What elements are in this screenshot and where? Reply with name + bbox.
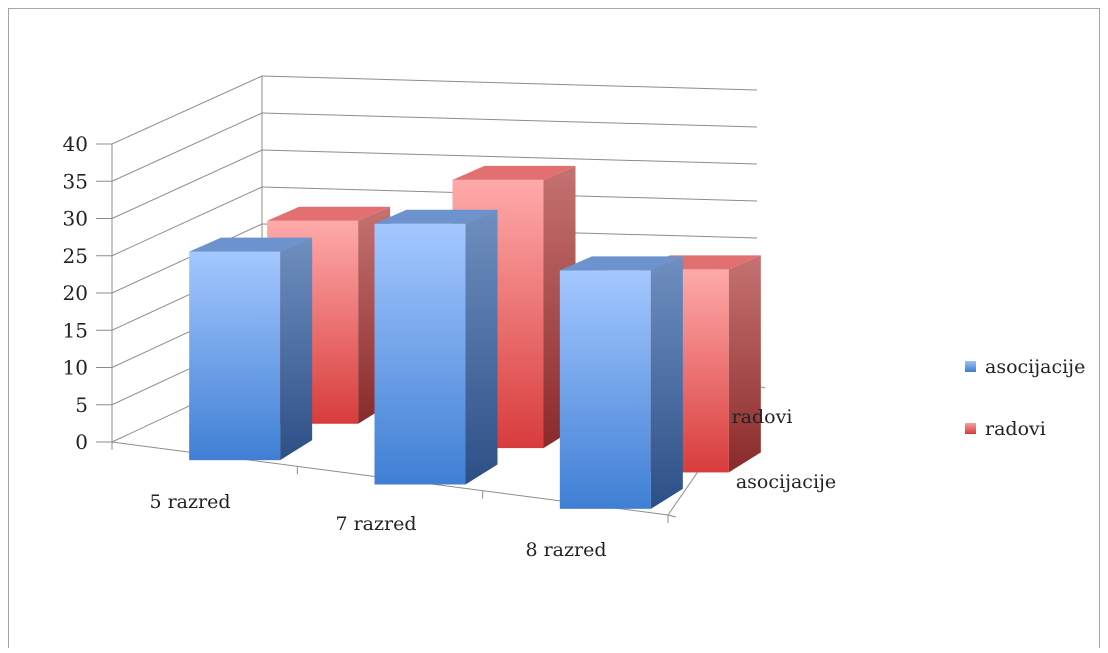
depth-axis-label: radovi bbox=[732, 406, 793, 428]
x-category-label: 8 razred bbox=[525, 539, 606, 561]
y-tick-label: 25 bbox=[63, 244, 88, 268]
gridline-left-wall bbox=[111, 149, 263, 219]
gridline-left-wall bbox=[111, 223, 263, 294]
bar-asocijacije-side bbox=[650, 256, 683, 509]
bar-asocijacije-side bbox=[280, 237, 313, 461]
legend: asocijacije radovi bbox=[965, 356, 1085, 440]
bars-layer bbox=[189, 165, 761, 509]
gridline-back-wall bbox=[261, 112, 758, 128]
y-tick-label: 20 bbox=[63, 281, 88, 305]
bar-asocijacije-front bbox=[374, 223, 466, 485]
gridline-back-wall bbox=[261, 149, 758, 165]
bar-asocijacije-front bbox=[189, 251, 281, 461]
y-tick-label: 5 bbox=[75, 393, 88, 417]
legend-label-radovi: radovi bbox=[985, 418, 1046, 440]
bar-asocijacije-top bbox=[189, 237, 313, 252]
gridline-left-wall bbox=[111, 75, 263, 145]
bar-asocijacije-top bbox=[374, 209, 498, 224]
gridline-back-wall bbox=[261, 75, 758, 91]
depth-axis-label: asocijacije bbox=[736, 471, 836, 493]
bar-radovi-side bbox=[728, 255, 761, 473]
legend-swatch-asocijacije bbox=[965, 361, 976, 372]
bar-radovi-top bbox=[267, 206, 391, 221]
bar-asocijacije-front bbox=[559, 270, 651, 509]
y-tick-label: 35 bbox=[63, 169, 88, 193]
legend-swatch-radovi bbox=[965, 423, 976, 434]
y-tick-label: 0 bbox=[75, 430, 88, 454]
depth-tick-mark bbox=[667, 514, 677, 518]
legend-label-asocijacije: asocijacije bbox=[985, 356, 1085, 378]
gridline-left-wall bbox=[111, 112, 263, 182]
x-category-label: 7 razred bbox=[335, 513, 416, 535]
y-tick-label: 30 bbox=[63, 207, 88, 231]
y-tick-label: 40 bbox=[63, 132, 88, 156]
labels-layer: 0 5 10 15 20 25 30 35 40 5 razred 7 razred 8 razred… bbox=[63, 132, 837, 561]
bar-asocijacije-side bbox=[465, 209, 498, 485]
bar-radovi-top bbox=[452, 165, 576, 180]
y-tick-label: 10 bbox=[63, 356, 88, 380]
y-tick-label: 15 bbox=[63, 318, 88, 342]
x-category-label: 5 razred bbox=[149, 491, 230, 513]
bar-asocijacije-top bbox=[559, 256, 683, 271]
gridline-left-wall bbox=[111, 186, 263, 257]
